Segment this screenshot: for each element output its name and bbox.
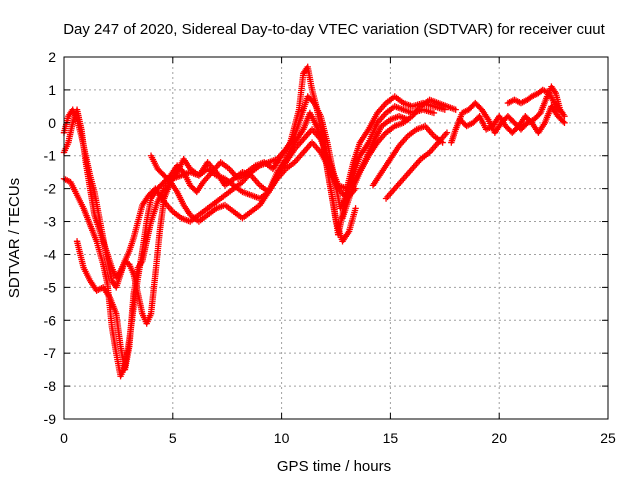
y-tick-label: 1 xyxy=(48,82,56,98)
series-track-h xyxy=(369,122,446,189)
data-point xyxy=(452,106,459,113)
y-tick-label: 0 xyxy=(48,115,56,131)
series-track-e xyxy=(147,139,359,202)
data-point xyxy=(559,118,567,125)
y-tick-label: -8 xyxy=(44,378,57,394)
data-point xyxy=(430,109,438,117)
y-tick-label: -2 xyxy=(44,181,57,197)
y-tick-label: -6 xyxy=(44,312,57,328)
x-tick-label: 25 xyxy=(600,430,616,446)
data-point xyxy=(557,108,565,115)
y-tick-label: -9 xyxy=(44,411,57,427)
data-point xyxy=(561,119,568,127)
chart-title: Day 247 of 2020, Sidereal Day-to-day VTE… xyxy=(63,21,605,38)
x-axis-title: GPS time / hours xyxy=(277,458,391,475)
data-point xyxy=(352,205,359,212)
y-tick-label: -1 xyxy=(44,148,57,164)
y-tick-label: -3 xyxy=(44,214,57,230)
x-tick-label: 0 xyxy=(60,430,68,446)
series-track-f xyxy=(339,96,459,222)
ticks: 0 5 10 15 20 25 -9 -8 -7 -6 -5 -4 -3 -2 -1 0 1 2 xyxy=(44,49,616,446)
x-tick-label: 5 xyxy=(169,430,177,446)
data-points xyxy=(60,63,568,380)
y-axis-title: SDTVAR / TECUs xyxy=(6,178,23,298)
series-track-j xyxy=(456,103,568,136)
y-tick-label: -5 xyxy=(44,279,57,295)
data-point xyxy=(559,109,566,117)
y-tick-label: -4 xyxy=(44,246,57,262)
x-tick-label: 15 xyxy=(383,430,399,446)
data-point xyxy=(443,129,451,136)
data-point xyxy=(439,139,446,146)
x-tick-label: 10 xyxy=(274,430,290,446)
y-tick-label: 2 xyxy=(48,49,56,65)
y-tick-label: -7 xyxy=(44,345,57,361)
data-point xyxy=(561,113,568,120)
x-tick-label: 20 xyxy=(491,430,507,446)
plot-frame xyxy=(63,56,609,420)
series-track-k xyxy=(504,86,566,117)
